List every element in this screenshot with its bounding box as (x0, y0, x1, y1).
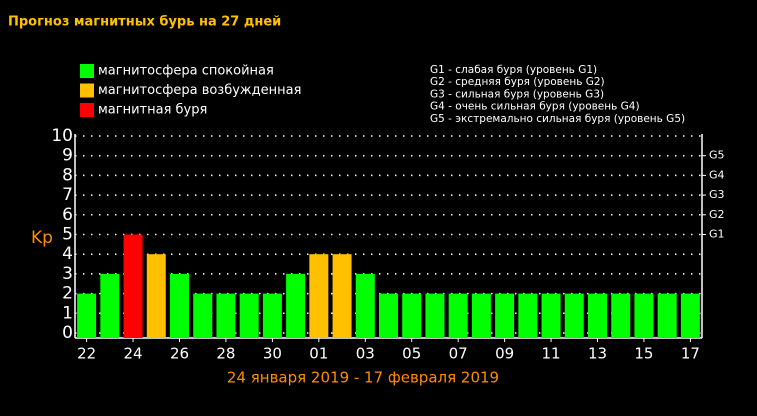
chart-title: Прогноз магнитных бурь на 27 дней (8, 15, 281, 30)
bar (239, 293, 259, 338)
bar (170, 273, 189, 338)
x-tick-label: 22 (77, 345, 96, 363)
x-tick-label: 17 (681, 345, 700, 363)
bar (518, 293, 538, 338)
bar (495, 293, 515, 338)
y-tick-label: 10 (51, 126, 73, 146)
y-tick-label: 8 (62, 165, 73, 185)
x-tick-label: 05 (402, 345, 421, 363)
y2-tick-label: G2 (709, 208, 725, 221)
legend-swatch (80, 83, 94, 98)
bar (77, 293, 97, 338)
y-tick-label: 2 (62, 284, 73, 304)
legend-swatch (80, 103, 94, 117)
storm-level: G5 - экстремально сильная буря (уровень … (430, 113, 685, 125)
x-tick-label: 07 (449, 345, 468, 363)
x-tick-label: 26 (170, 345, 189, 363)
y-tick-label: 5 (62, 225, 73, 245)
x-tick-label: 11 (542, 345, 561, 363)
bar (332, 254, 352, 338)
x-tick-label: 09 (495, 345, 514, 363)
x-tick-label: 13 (588, 345, 607, 363)
y-tick-label: 1 (62, 303, 73, 323)
bar (564, 293, 584, 338)
x-tick-label: 15 (634, 345, 653, 363)
bar (193, 293, 213, 338)
y-axis-label: Kp (31, 228, 53, 248)
bar (657, 293, 677, 338)
y-tick-label: 9 (62, 146, 73, 166)
x-tick-label: 01 (309, 345, 328, 363)
storm-level: G2 - средняя буря (уровень G2) (430, 76, 605, 88)
bar (588, 293, 607, 338)
bar (262, 293, 282, 338)
bar (286, 273, 306, 338)
legend-label: магнитосфера спокойная (98, 64, 274, 79)
legend-label: магнитная буря (98, 103, 207, 118)
bar (541, 293, 561, 338)
x-tick-label: 28 (216, 345, 235, 363)
y-tick-label: 6 (62, 205, 73, 225)
storm-level: G1 - слабая буря (уровень G1) (430, 64, 597, 76)
bar (355, 273, 375, 338)
bar (379, 293, 398, 338)
bar (123, 234, 143, 338)
y-tick-label: 7 (62, 185, 73, 205)
x-tick-label: 30 (263, 345, 282, 363)
bar (216, 293, 236, 338)
y2-tick-label: G1 (709, 228, 725, 241)
legend-swatch (80, 64, 94, 78)
y-tick-label: 4 (62, 244, 73, 264)
bar (146, 254, 166, 338)
bar (402, 293, 422, 338)
y2-tick-label: G5 (709, 149, 725, 162)
x-tick-label: 24 (124, 345, 143, 363)
legend-label: магнитосфера возбужденная (98, 83, 301, 98)
bar (309, 254, 329, 338)
bar (471, 293, 491, 338)
y-tick-label: 0 (62, 323, 73, 343)
x-tick-label: 03 (356, 345, 375, 363)
bar (680, 293, 700, 338)
bar (448, 293, 468, 338)
y-tick-label: 3 (62, 264, 73, 284)
y2-tick-label: G3 (709, 188, 725, 201)
y2-tick-label: G4 (709, 168, 725, 181)
bar (634, 293, 654, 338)
storm-level: G4 - очень сильная буря (уровень G4) (430, 101, 640, 113)
storm-level: G3 - сильная буря (уровень G3) (430, 88, 604, 100)
x-axis-label: 24 января 2019 - 17 февраля 2019 (227, 369, 499, 387)
bar (100, 273, 120, 338)
bar (611, 293, 631, 338)
bar (425, 293, 445, 338)
